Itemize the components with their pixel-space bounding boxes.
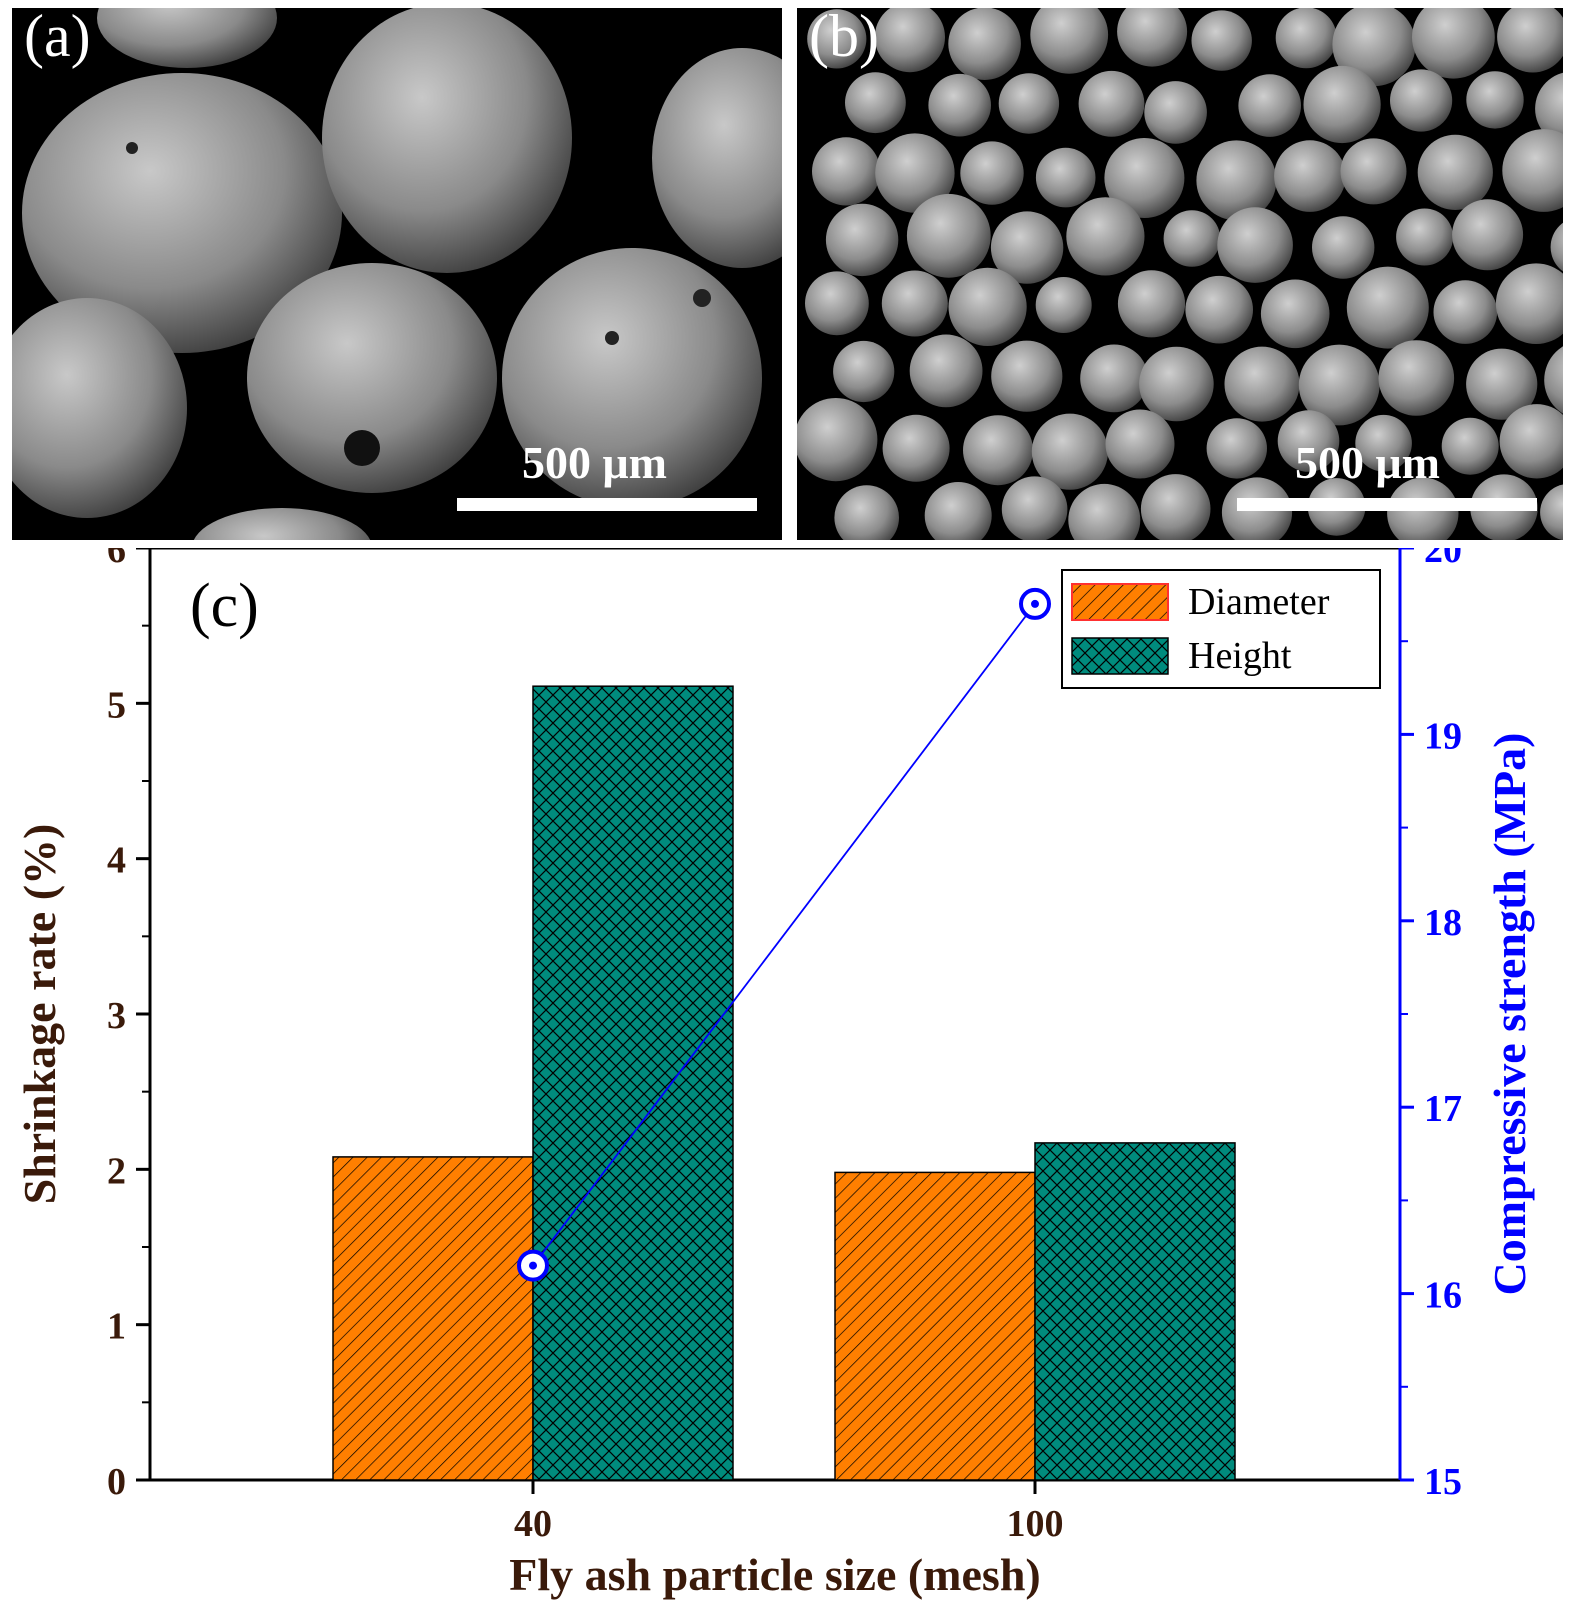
scale-bar-b xyxy=(1237,498,1537,511)
bar-diameter-40 xyxy=(332,1156,534,1481)
y-axis-label: Shrinkage rate (%) xyxy=(14,824,65,1205)
scale-bar-label-b: 500 μm xyxy=(1295,437,1440,488)
y-tick-label-0: 0 xyxy=(107,1461,126,1503)
y-tick-label-6: 6 xyxy=(107,548,126,571)
y2-tick-label-19: 19 xyxy=(1424,715,1462,757)
sem-particles-b xyxy=(797,8,1563,540)
panel-label-a: (a) xyxy=(24,8,91,69)
panel-label-c: (c) xyxy=(190,572,259,640)
y2-tick-label-15: 15 xyxy=(1424,1461,1462,1503)
sem-image-b: (b) 500 μm xyxy=(797,8,1563,540)
y2-tick-label-18: 18 xyxy=(1424,902,1462,944)
x-axis-label: Fly ash particle size (mesh) xyxy=(509,1549,1040,1600)
sem-particles-a xyxy=(12,8,782,540)
legend-label-diameter: Diameter xyxy=(1188,581,1330,623)
y-tick-label-5: 5 xyxy=(107,684,126,726)
x-tick-label-40: 40 xyxy=(514,1503,552,1545)
y-tick-label-2: 2 xyxy=(107,1150,126,1192)
y2-axis-label: Compressive strength (MPa) xyxy=(1484,733,1535,1296)
scale-bar-a xyxy=(457,498,757,511)
x-tick-label-100: 100 xyxy=(1007,1503,1064,1545)
scale-bar-label-a: 500 μm xyxy=(522,437,667,488)
sem-image-a: (a) 500 μm xyxy=(12,8,782,540)
strength-line xyxy=(532,603,1036,1267)
strength-marker-dot-40 xyxy=(529,1261,537,1270)
legend-swatch-height xyxy=(1071,637,1169,675)
y2-tick-label-20: 20 xyxy=(1424,548,1462,571)
shrinkage-strength-chart: 0 1 2 3 4 5 6 15 16 17 18 19 20 40 100 (c) Shrinkage… xyxy=(14,548,1535,1600)
y2-tick-label-16: 16 xyxy=(1424,1275,1462,1317)
y-tick-label-3: 3 xyxy=(107,995,126,1037)
y-tick-label-4: 4 xyxy=(107,840,126,882)
panel-label-b: (b) xyxy=(809,8,879,69)
y2-tick-label-17: 17 xyxy=(1424,1088,1462,1130)
legend-swatch-diameter xyxy=(1071,583,1169,621)
legend: Diameter Height xyxy=(1061,569,1381,689)
legend-label-height: Height xyxy=(1188,635,1292,677)
strength-marker-dot-100 xyxy=(1031,599,1039,608)
y-tick-label-1: 1 xyxy=(107,1306,126,1348)
bar-height-100 xyxy=(1034,1142,1236,1481)
bar-height-40 xyxy=(532,685,734,1481)
bar-diameter-100 xyxy=(834,1171,1036,1481)
